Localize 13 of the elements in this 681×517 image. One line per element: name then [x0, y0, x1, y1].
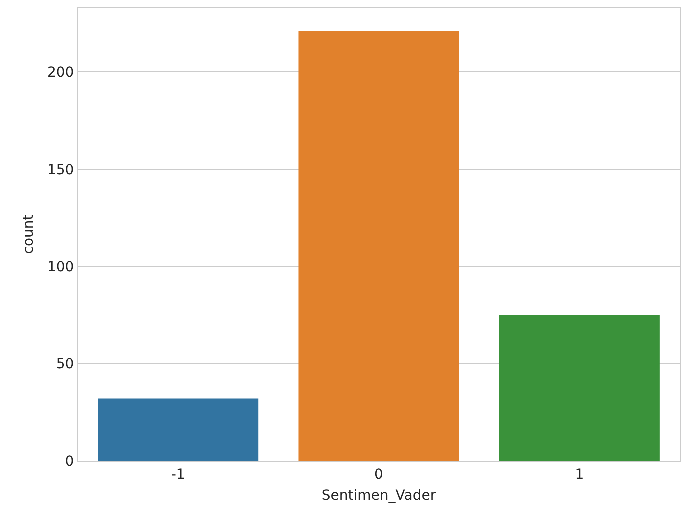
y-tick-label: 200	[47, 65, 74, 82]
bar	[499, 315, 660, 461]
bar	[98, 398, 259, 461]
x-tick-label: 0	[374, 466, 384, 483]
x-tick-label: 1	[575, 466, 584, 483]
y-tick-label: 100	[47, 259, 74, 276]
y-tick-label: 50	[56, 356, 74, 373]
y-tick-label: 0	[65, 454, 74, 470]
y-tick-label: 150	[47, 162, 74, 178]
bar	[298, 31, 460, 461]
x-axis-title: Sentimen_Vader	[322, 488, 436, 504]
y-axis-title: count	[21, 214, 38, 254]
x-tick-label: -1	[171, 466, 186, 483]
